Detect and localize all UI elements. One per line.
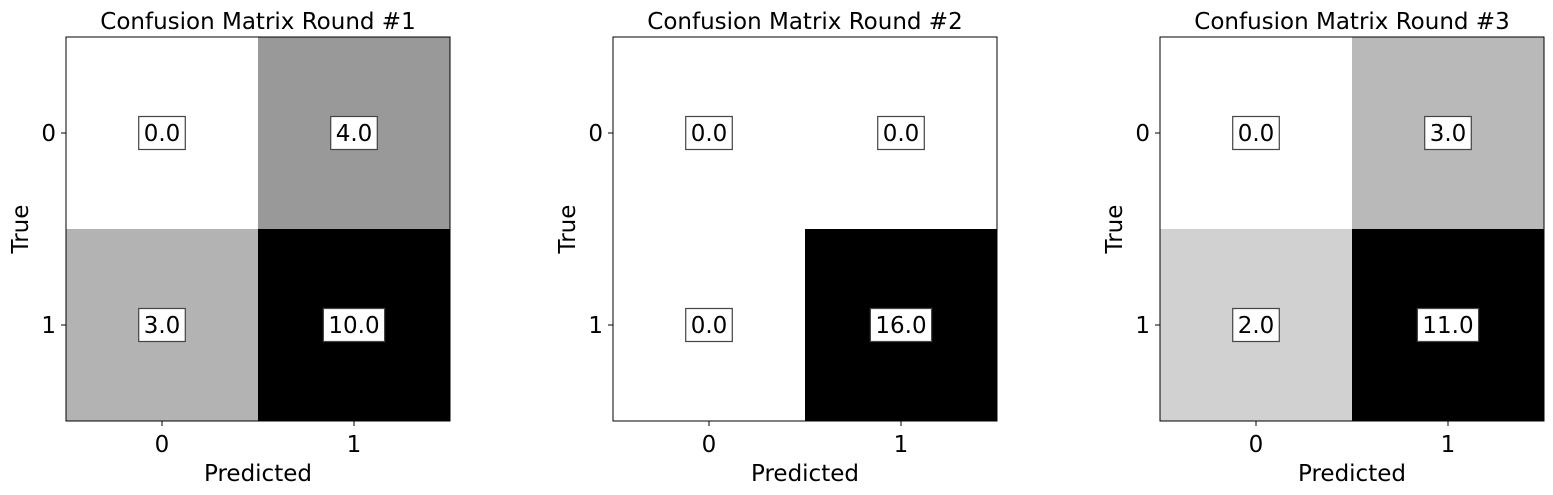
confusion-matrix-panel-3: Confusion Matrix Round #3 0.0 3.0 2.0 11.0 0 1… [1094,0,1553,495]
y-axis-label: True [555,205,581,255]
confusion-matrix-panel-2: Confusion Matrix Round #2 0.0 0.0 0.0 16.0 0 1… [547,0,1065,495]
chart-title: Confusion Matrix Round #1 [100,9,415,35]
cell-value-text: 10.0 [328,313,379,339]
confusion-matrix-chart-3: Confusion Matrix Round #3 0.0 3.0 2.0 11.0 0 1… [1102,9,1545,487]
axes-frame [612,36,998,422]
cell-value-text: 0.0 [1238,121,1275,147]
x-axis-label: Predicted [1298,461,1406,487]
cell-value-text: 16.0 [875,313,926,339]
cell-value-label: 16.0 [869,307,933,343]
cell-value-label: 10.0 [322,307,386,343]
cell-value-label: 11.0 [1416,307,1480,343]
cell-value-text: 11.0 [1422,313,1473,339]
cell-value-label: 2.0 [1232,307,1280,343]
x-tick-label: 1 [894,432,909,458]
x-axis-label: Predicted [204,461,312,487]
cell-value-text: 4.0 [336,121,373,147]
axes-frame [1159,36,1545,422]
cell-value-text: 0.0 [883,121,920,147]
cell-value-text: 0.0 [691,121,728,147]
x-tick-label: 1 [347,432,362,458]
chart-title: Confusion Matrix Round #2 [647,9,962,35]
y-tick-label: 1 [588,313,603,339]
x-tick-label: 0 [155,432,170,458]
y-tick-label: 1 [41,313,56,339]
x-tick-label: 0 [1249,432,1264,458]
cell-value-label: 3.0 [138,307,186,343]
chart-title: Confusion Matrix Round #3 [1194,9,1509,35]
x-axis-label: Predicted [751,461,859,487]
y-tick-label: 1 [1135,313,1150,339]
cell-value-label: 0.0 [685,115,733,151]
cell-value-label: 4.0 [330,115,378,151]
cell-value-label: 3.0 [1424,115,1472,151]
y-tick-label: 0 [1135,121,1150,147]
x-tick-label: 1 [1441,432,1456,458]
y-axis-label: True [1102,205,1128,255]
cell-value-label: 0.0 [877,115,925,151]
cell-value-label: 0.0 [685,307,733,343]
cell-value-text: 0.0 [691,313,728,339]
y-tick-label: 0 [588,121,603,147]
y-axis-label: True [8,205,34,255]
confusion-matrix-panel-1: Confusion Matrix Round #1 0.0 4.0 3.0 10.0 0 1… [0,0,518,495]
cell-value-text: 3.0 [1430,121,1467,147]
confusion-matrix-chart-2: Confusion Matrix Round #2 0.0 0.0 0.0 16.0 0 1… [555,9,998,487]
x-tick-label: 0 [702,432,717,458]
cell-value-label: 0.0 [1232,115,1280,151]
y-tick-label: 0 [41,121,56,147]
confusion-matrix-chart-1: Confusion Matrix Round #1 0.0 4.0 3.0 10.0 0 1… [8,9,451,487]
cell-value-text: 0.0 [144,121,181,147]
cell-value-text: 2.0 [1238,313,1275,339]
cell-value-label: 0.0 [138,115,186,151]
cell-value-text: 3.0 [144,313,181,339]
axes-frame [65,36,451,422]
